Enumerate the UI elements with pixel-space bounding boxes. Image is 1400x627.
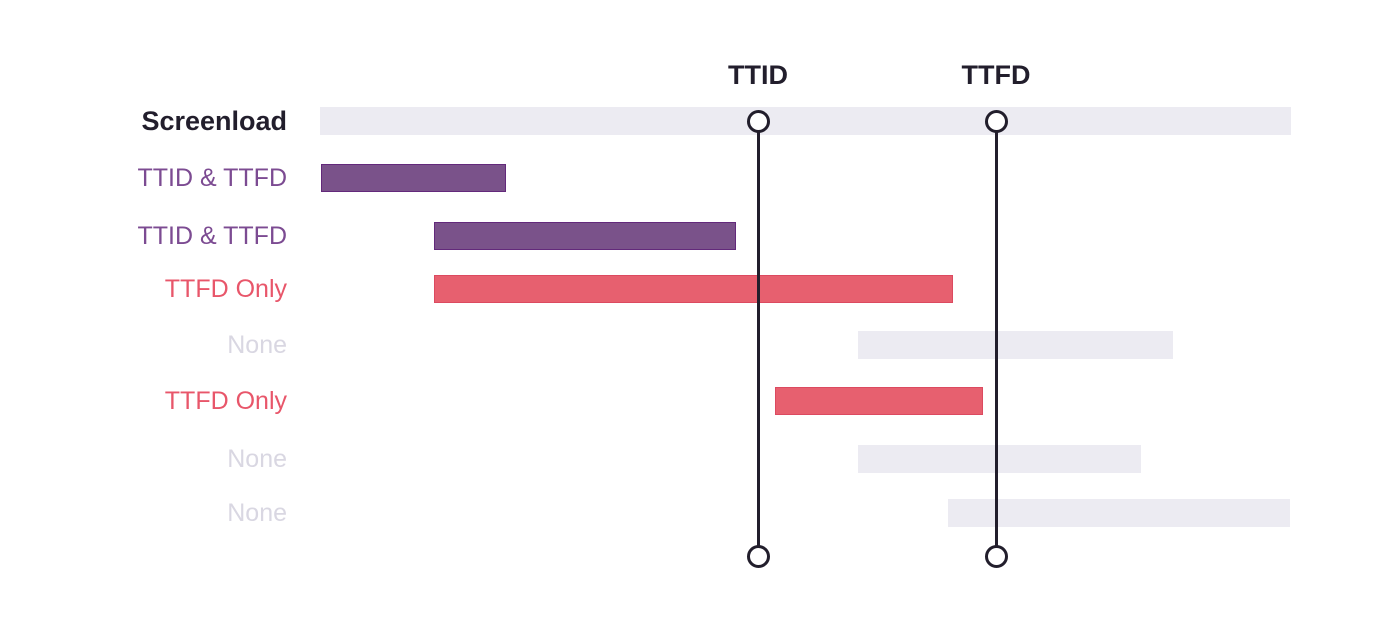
row-label-ttfd-only-1: TTFD Only xyxy=(164,275,287,303)
span-bar-ttfd-only-1 xyxy=(434,275,953,303)
timeline-row-span: TTID & TTFD xyxy=(0,164,1400,192)
row-label-ttid-ttfd-1: TTID & TTFD xyxy=(137,164,287,192)
span-bar-none-2 xyxy=(858,445,1141,473)
timeline-row-span: None xyxy=(0,445,1400,473)
timeline-row-span: TTID & TTFD xyxy=(0,222,1400,250)
screenload-track-bar xyxy=(320,107,1291,135)
row-label-none-3: None xyxy=(227,499,287,527)
row-label-none-1: None xyxy=(227,331,287,359)
span-bar-ttid-ttfd-2 xyxy=(434,222,736,250)
ttfd-marker-label: TTFD xyxy=(961,60,1031,90)
ttid-top-circle-icon xyxy=(746,109,770,133)
ttid-marker-label: TTID xyxy=(728,60,788,90)
span-bar-none-1 xyxy=(858,331,1173,359)
timeline-row-span: None xyxy=(0,331,1400,359)
ttfd-marker-line xyxy=(994,130,998,546)
span-bar-ttfd-only-2 xyxy=(775,387,983,415)
span-bar-ttid-ttfd-1 xyxy=(321,164,506,192)
row-label-screenload: Screenload xyxy=(141,106,287,136)
timeline-row-span: None xyxy=(0,499,1400,527)
ttfd-bottom-circle-icon xyxy=(984,544,1008,568)
row-label-ttfd-only-2: TTFD Only xyxy=(164,387,287,415)
ttid-marker-line xyxy=(756,130,760,546)
ttid-bottom-circle-icon xyxy=(746,544,770,568)
timeline-row-span: TTFD Only xyxy=(0,275,1400,303)
ttfd-top-circle-icon xyxy=(984,109,1008,133)
span-bar-none-3 xyxy=(948,499,1290,527)
timeline-row-span: TTFD Only xyxy=(0,387,1400,415)
row-label-ttid-ttfd-2: TTID & TTFD xyxy=(137,222,287,250)
row-label-none-2: None xyxy=(227,445,287,473)
timeline-row-screenload: Screenload xyxy=(0,107,1400,135)
